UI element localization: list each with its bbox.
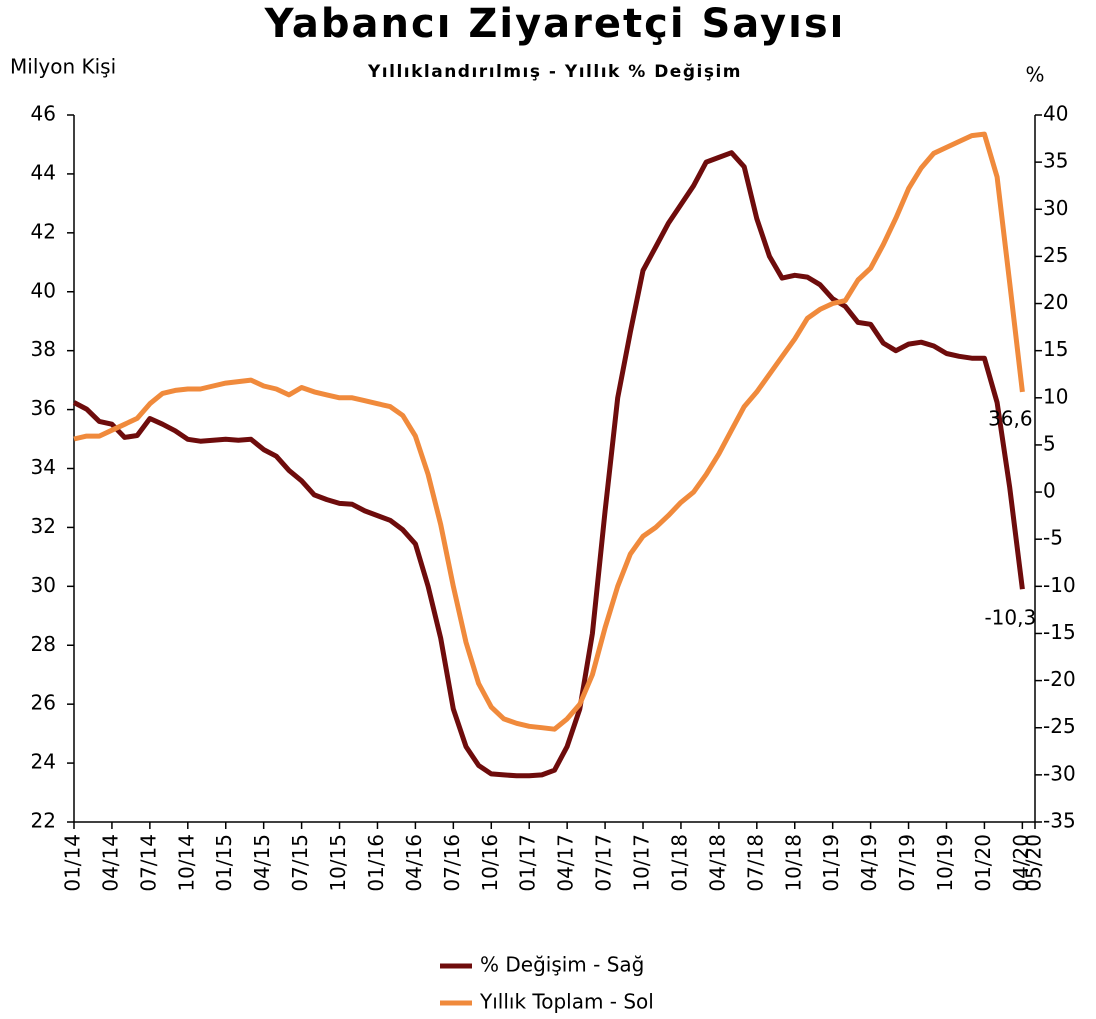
x-tick-label: 07/16 [440,834,464,892]
x-tick-label: 10/19 [933,834,957,892]
y2-tick-label: 10 [1043,384,1068,408]
y2-tick-label: -25 [1043,714,1076,738]
x-tick-label: 04/15 [250,834,274,892]
x-tick-label: 10/18 [781,834,805,892]
x-tick-label: 01/19 [819,834,843,892]
x-tick-label: 01/18 [667,834,691,892]
y2-tick-label: 20 [1043,290,1068,314]
data-label: 36,6 [988,406,1033,430]
series-line [72,150,1025,779]
x-tick-label: 10/16 [478,834,502,892]
y-tick-label: 32 [31,514,56,538]
y2-tick-label: 35 [1043,149,1068,173]
x-tick-label: 01/20 [971,834,995,892]
x-tick-label: 10/14 [174,834,198,892]
legend-label: % Değişim - Sağ [480,953,644,977]
y-tick-label: 26 [31,691,56,715]
y2-tick-label: -10 [1043,573,1076,597]
axes [73,115,1036,823]
x-tick-label: 04/20 [1009,834,1033,892]
y-tick-label: 42 [31,219,56,243]
y2-tick-label: 5 [1043,431,1056,455]
x-tick-label: 04/18 [705,834,729,892]
y2-tick-label: 15 [1043,337,1068,361]
x-tick-label: 01/15 [212,834,236,892]
x-tick-label: 04/19 [857,834,881,892]
x-tick-label: 01/17 [516,834,540,892]
x-tick-label: 01/16 [364,834,388,892]
chart-subtitle: Yıllıklandırılmış - Yıllık % Değişim [367,62,742,82]
x-tick-label: 07/18 [743,834,767,892]
x-tick-label: 07/19 [895,834,919,892]
x-tick-label: 10/17 [630,834,654,892]
y-tick-label: 36 [31,396,56,420]
x-tick-label: 04/16 [402,834,426,892]
series-line [73,131,1025,732]
y-tick-label: 24 [31,750,56,774]
y2-tick-label: -15 [1043,620,1076,644]
y2-tick-label: -20 [1043,667,1076,691]
x-tick-label: 04/17 [554,834,578,892]
x-tick-label: 07/15 [288,834,312,892]
y2-tick-label: 30 [1043,196,1068,220]
y-axis-label: Milyon Kişi [10,55,116,79]
legend-label: Yıllık Toplam - Sol [479,990,654,1014]
y-tick-label: 34 [31,455,56,479]
x-tick-label: 07/14 [136,834,160,892]
y-tick-label: 30 [31,573,56,597]
y2-tick-label: 40 [1043,102,1068,126]
y2-axis-label: % [1025,63,1044,87]
chart-title: Yabancı Ziyaretçi Sayısı [264,1,846,47]
x-tick-label: 04/14 [98,834,122,892]
y2-tick-label: 0 [1043,479,1056,503]
y2-tick-label: -30 [1043,761,1076,785]
x-tick-label: 10/15 [326,834,350,892]
y-tick-label: 38 [31,337,56,361]
y2-tick-label: -5 [1043,526,1063,550]
y-tick-label: 40 [31,278,56,302]
y-tick-label: 22 [31,809,56,833]
y-tick-label: 46 [31,102,56,126]
y2-tick-label: 25 [1043,243,1068,267]
x-tick-label: 07/17 [592,834,616,892]
x-tick-label: 05/20 [1022,834,1046,892]
x-tick-label: 01/14 [61,834,85,892]
y2-tick-label: -35 [1043,809,1076,833]
y-tick-label: 44 [31,160,56,184]
data-label: -10,3 [984,606,1036,630]
y-tick-label: 28 [31,632,56,656]
